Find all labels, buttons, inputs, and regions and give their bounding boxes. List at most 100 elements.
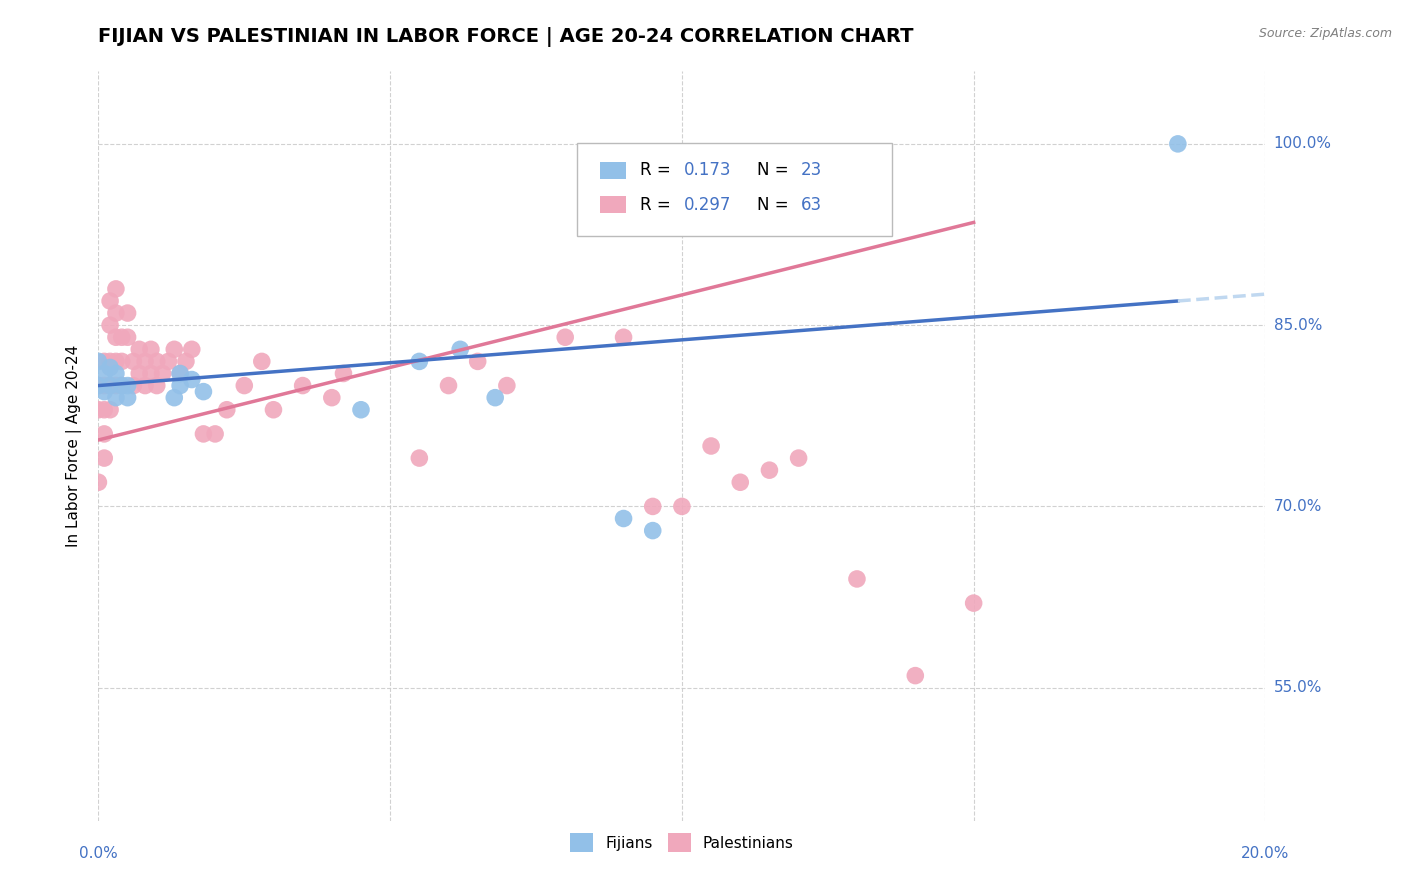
- Point: [169, 367, 191, 381]
- Point: [134, 354, 156, 368]
- Point: [139, 343, 162, 357]
- Point: [98, 378, 121, 392]
- Point: [612, 330, 634, 344]
- FancyBboxPatch shape: [600, 162, 626, 178]
- Point: [93, 354, 115, 368]
- Point: [98, 360, 121, 375]
- Point: [215, 402, 238, 417]
- Point: [758, 463, 780, 477]
- Point: [157, 354, 180, 368]
- Point: [350, 402, 373, 417]
- Point: [104, 306, 127, 320]
- Point: [111, 330, 134, 344]
- Point: [437, 378, 460, 392]
- Text: 100.0%: 100.0%: [1274, 136, 1331, 152]
- Point: [641, 500, 664, 514]
- Point: [467, 354, 489, 368]
- Point: [193, 384, 215, 399]
- Point: [262, 402, 284, 417]
- Point: [146, 378, 169, 392]
- Point: [98, 354, 121, 368]
- Point: [98, 293, 121, 308]
- FancyBboxPatch shape: [576, 143, 891, 236]
- Point: [117, 391, 139, 405]
- Text: 85.0%: 85.0%: [1274, 318, 1322, 333]
- FancyBboxPatch shape: [600, 196, 626, 213]
- Point: [496, 378, 519, 392]
- Point: [117, 378, 139, 392]
- Point: [93, 451, 115, 466]
- Point: [128, 343, 150, 357]
- Point: [180, 343, 202, 357]
- Point: [93, 402, 115, 417]
- Point: [128, 367, 150, 381]
- Point: [139, 367, 162, 381]
- Point: [554, 330, 576, 344]
- Point: [104, 378, 127, 392]
- Point: [962, 596, 984, 610]
- Point: [233, 378, 256, 392]
- Text: 20.0%: 20.0%: [1241, 846, 1289, 861]
- Point: [180, 372, 202, 386]
- Point: [104, 391, 127, 405]
- Point: [104, 330, 127, 344]
- Point: [671, 500, 693, 514]
- Point: [250, 354, 273, 368]
- Text: R =: R =: [640, 161, 671, 179]
- Text: 23: 23: [801, 161, 823, 179]
- Text: 0.173: 0.173: [685, 161, 731, 179]
- Point: [291, 378, 314, 392]
- Point: [111, 378, 134, 392]
- Text: 70.0%: 70.0%: [1274, 499, 1322, 514]
- Point: [146, 354, 169, 368]
- Point: [122, 378, 145, 392]
- Point: [134, 378, 156, 392]
- Text: 55.0%: 55.0%: [1274, 681, 1322, 695]
- Point: [163, 391, 186, 405]
- Point: [93, 384, 115, 399]
- Point: [641, 524, 664, 538]
- Point: [332, 367, 354, 381]
- Point: [87, 354, 110, 368]
- Point: [111, 378, 134, 392]
- Point: [169, 378, 191, 392]
- Text: 0.0%: 0.0%: [79, 846, 118, 861]
- Text: Source: ZipAtlas.com: Source: ZipAtlas.com: [1258, 27, 1392, 40]
- Point: [152, 367, 174, 381]
- Point: [408, 451, 430, 466]
- Point: [98, 318, 121, 333]
- Text: N =: N =: [756, 161, 789, 179]
- Point: [104, 354, 127, 368]
- Text: R =: R =: [640, 195, 671, 214]
- Point: [904, 668, 927, 682]
- Point: [122, 354, 145, 368]
- Point: [408, 354, 430, 368]
- Point: [700, 439, 723, 453]
- Point: [87, 402, 110, 417]
- Point: [169, 367, 191, 381]
- Point: [98, 402, 121, 417]
- Point: [117, 330, 139, 344]
- Point: [787, 451, 810, 466]
- Text: 0.297: 0.297: [685, 195, 731, 214]
- Point: [730, 475, 752, 490]
- Point: [87, 378, 110, 392]
- Point: [163, 343, 186, 357]
- Point: [484, 391, 506, 405]
- Point: [93, 426, 115, 441]
- Point: [87, 378, 110, 392]
- Point: [846, 572, 869, 586]
- Y-axis label: In Labor Force | Age 20-24: In Labor Force | Age 20-24: [66, 345, 83, 547]
- Point: [104, 367, 127, 381]
- Point: [104, 282, 127, 296]
- Point: [87, 475, 110, 490]
- Point: [612, 511, 634, 525]
- Text: FIJIAN VS PALESTINIAN IN LABOR FORCE | AGE 20-24 CORRELATION CHART: FIJIAN VS PALESTINIAN IN LABOR FORCE | A…: [98, 27, 914, 46]
- Legend: Fijians, Palestinians: Fijians, Palestinians: [564, 827, 800, 858]
- Point: [174, 354, 197, 368]
- Point: [204, 426, 226, 441]
- Point: [111, 354, 134, 368]
- Text: N =: N =: [756, 195, 789, 214]
- Text: 63: 63: [801, 195, 823, 214]
- Point: [117, 306, 139, 320]
